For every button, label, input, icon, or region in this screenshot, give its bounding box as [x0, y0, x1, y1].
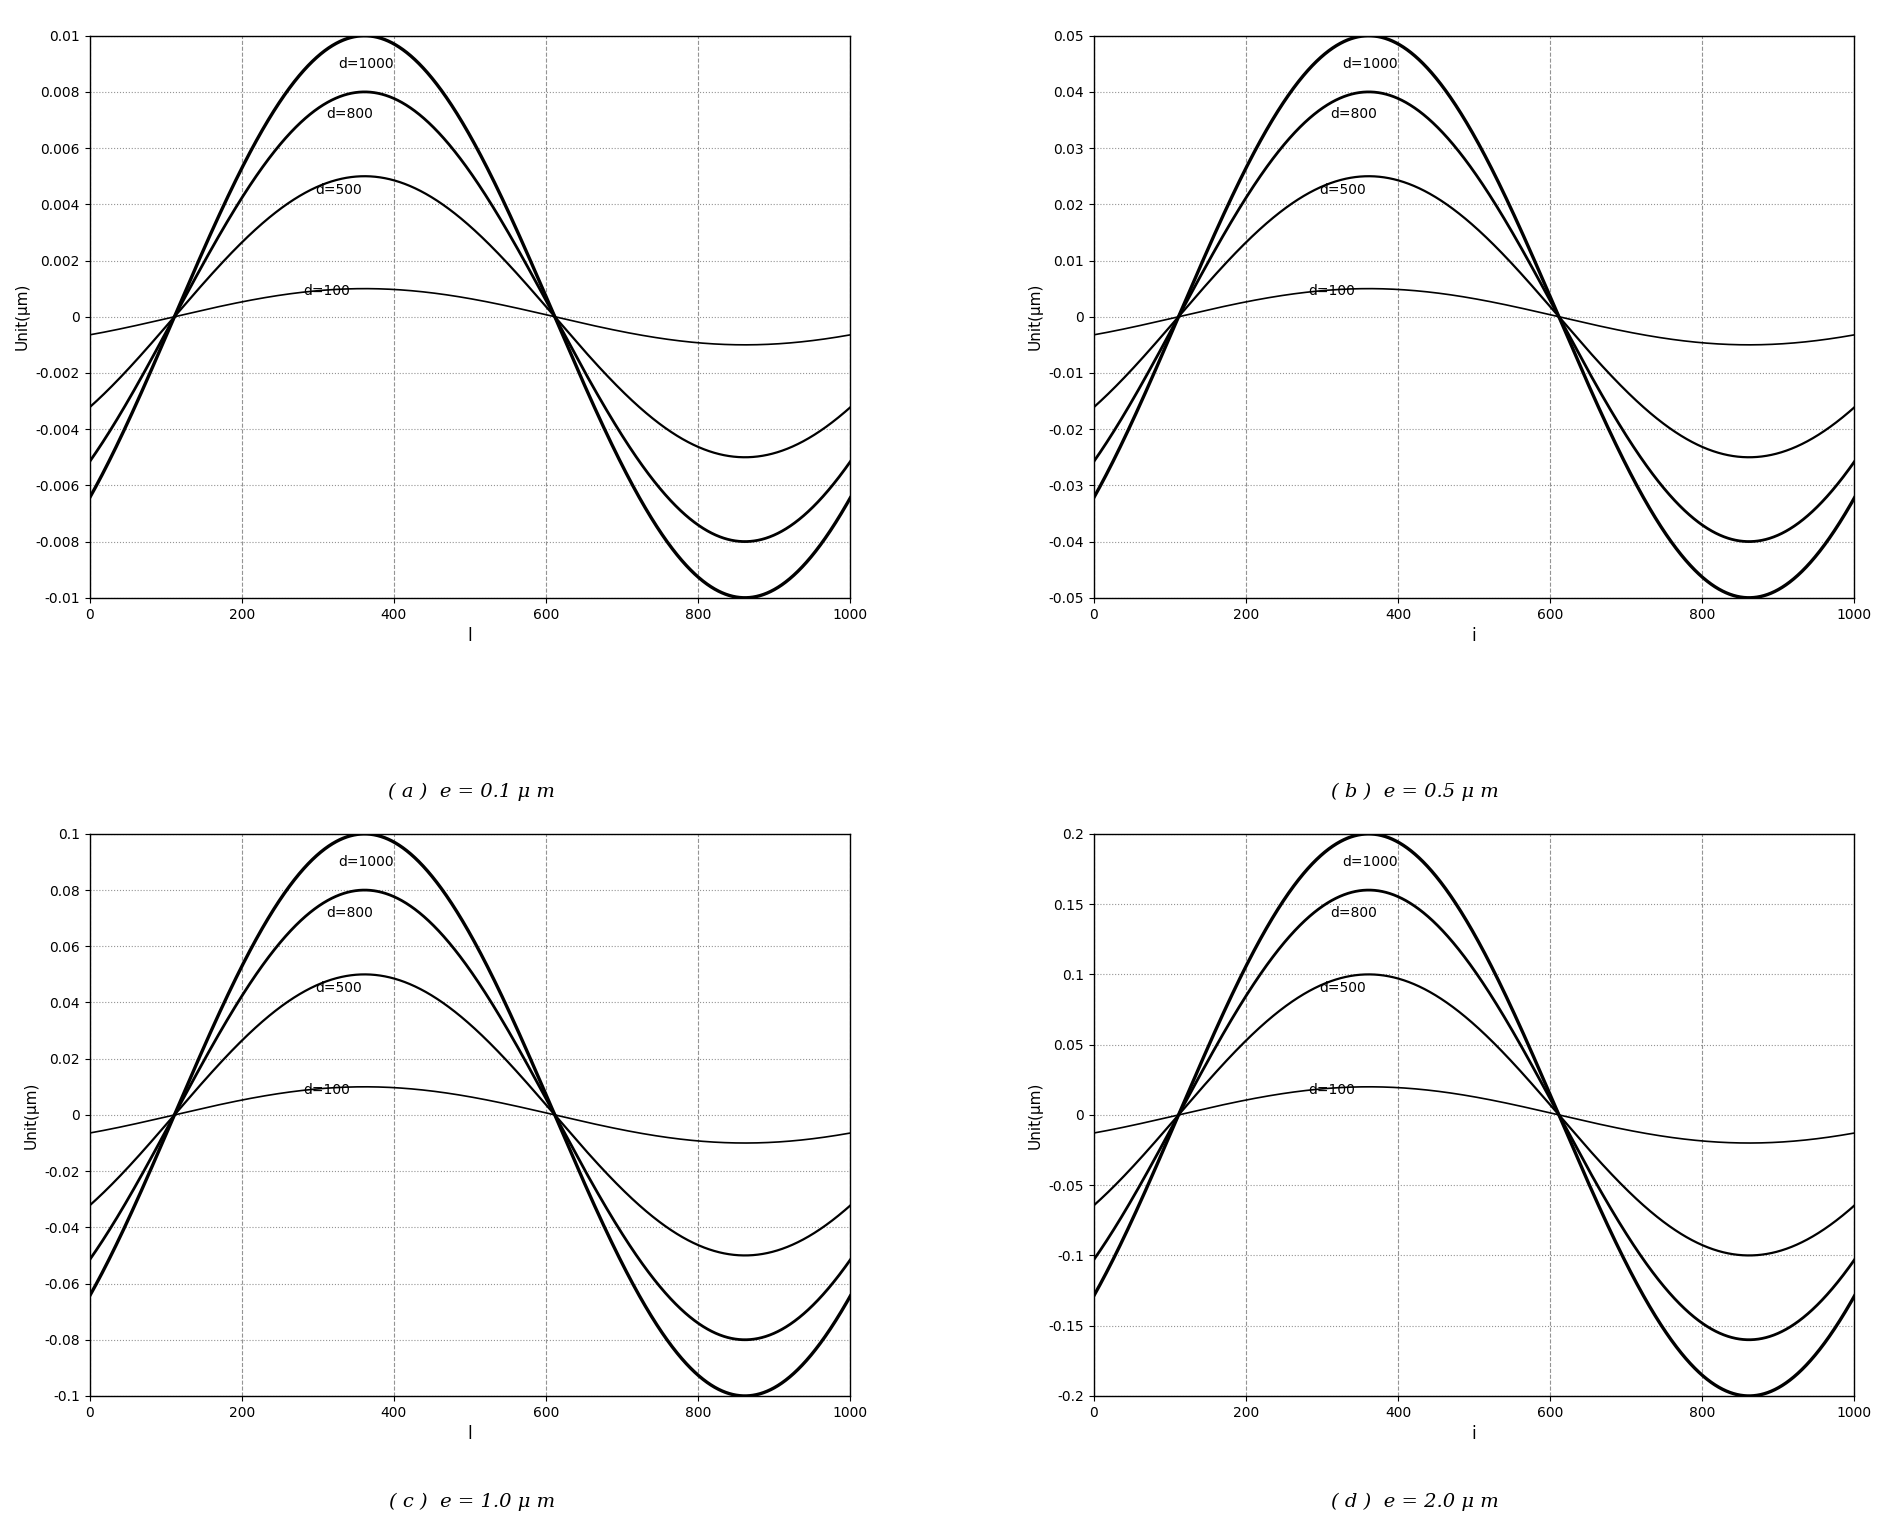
- Text: d=500: d=500: [315, 981, 362, 995]
- Y-axis label: Unit(μm): Unit(μm): [15, 283, 30, 351]
- Text: ( b )  e = 0.5 μ m: ( b ) e = 0.5 μ m: [1332, 782, 1498, 801]
- Text: d=100: d=100: [304, 1083, 351, 1097]
- Text: d=1000: d=1000: [1342, 56, 1398, 71]
- Text: d=1000: d=1000: [338, 855, 394, 869]
- Text: ( c )  e = 1.0 μ m: ( c ) e = 1.0 μ m: [389, 1493, 555, 1511]
- X-axis label: i: i: [1472, 1425, 1476, 1443]
- Text: d=100: d=100: [1308, 1083, 1355, 1097]
- Y-axis label: Unit(μm): Unit(μm): [25, 1082, 40, 1148]
- Text: d=100: d=100: [1308, 284, 1355, 298]
- Text: d=800: d=800: [326, 108, 374, 122]
- Text: d=500: d=500: [1319, 981, 1366, 995]
- X-axis label: l: l: [468, 1425, 472, 1443]
- Y-axis label: Unit(μm): Unit(μm): [1028, 1082, 1044, 1148]
- Text: d=500: d=500: [315, 184, 362, 197]
- Text: d=800: d=800: [326, 905, 374, 919]
- Text: d=1000: d=1000: [338, 56, 394, 71]
- Text: ( a )  e = 0.1 μ m: ( a ) e = 0.1 μ m: [389, 782, 555, 801]
- Y-axis label: Unit(μm): Unit(μm): [1028, 283, 1044, 351]
- Text: ( d )  e = 2.0 μ m: ( d ) e = 2.0 μ m: [1332, 1493, 1498, 1511]
- X-axis label: l: l: [468, 627, 472, 646]
- Text: d=100: d=100: [304, 284, 351, 298]
- Text: d=1000: d=1000: [1342, 855, 1398, 869]
- X-axis label: i: i: [1472, 627, 1476, 646]
- Text: d=500: d=500: [1319, 184, 1366, 197]
- Text: d=800: d=800: [1330, 108, 1378, 122]
- Text: d=800: d=800: [1330, 905, 1378, 919]
